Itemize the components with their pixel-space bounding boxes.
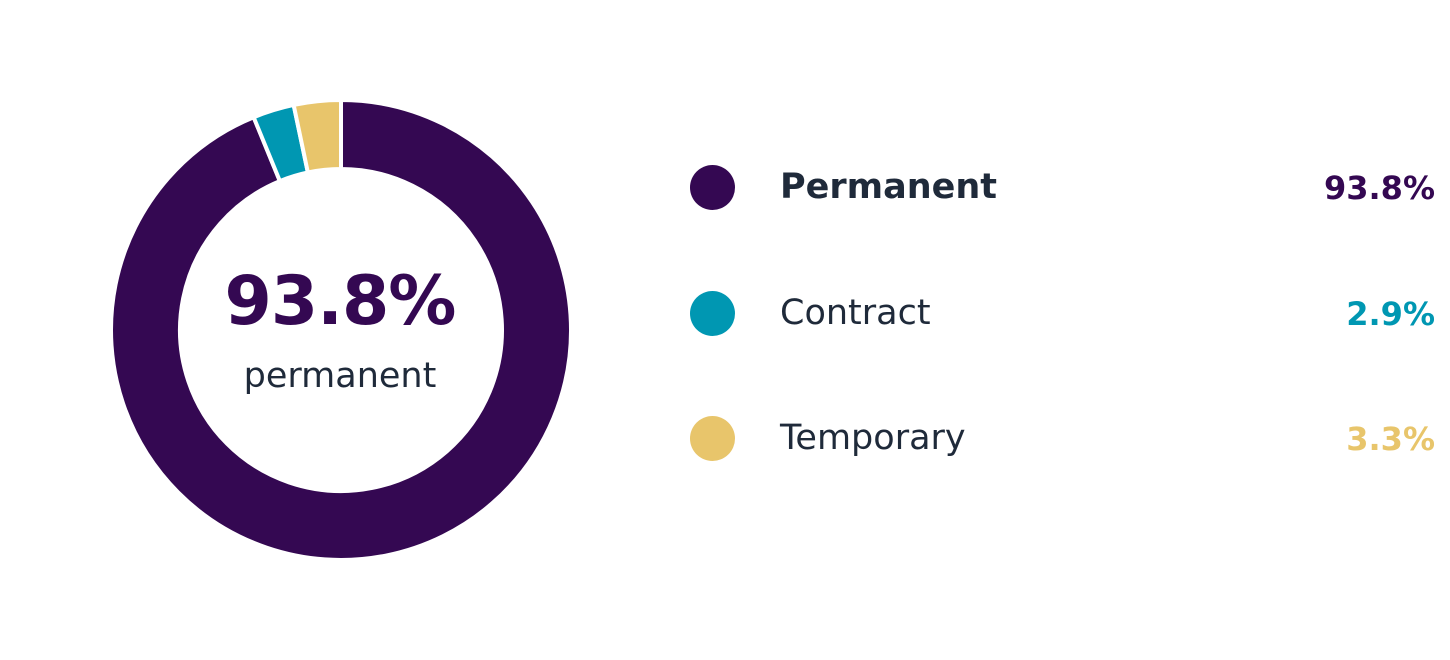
- legend-label-contract: Contract: [780, 293, 931, 333]
- legend-swatch-temporary: [690, 416, 735, 461]
- legend-swatch-permanent: [690, 165, 735, 210]
- donut-slices: [109, 98, 573, 562]
- center-value: 93.8%: [224, 262, 457, 341]
- legend-label-temporary: Temporary: [780, 418, 966, 458]
- donut-chart: [109, 98, 573, 562]
- center-caption: permanent: [243, 356, 437, 396]
- legend-swatch-contract: [690, 291, 735, 336]
- legend-value-contract: 2.9%: [1346, 295, 1435, 333]
- slice-permanent: [109, 98, 573, 562]
- slice-temporary: [291, 98, 343, 175]
- legend-item-permanent: Permanent 93.8%: [690, 162, 1435, 212]
- legend-value-permanent: 93.8%: [1323, 169, 1435, 207]
- legend-item-contract: Contract 2.9%: [690, 288, 1435, 338]
- legend-item-temporary: Temporary 3.3%: [690, 413, 1435, 463]
- legend-value-temporary: 3.3%: [1346, 420, 1435, 458]
- legend-label-permanent: Permanent: [780, 167, 998, 207]
